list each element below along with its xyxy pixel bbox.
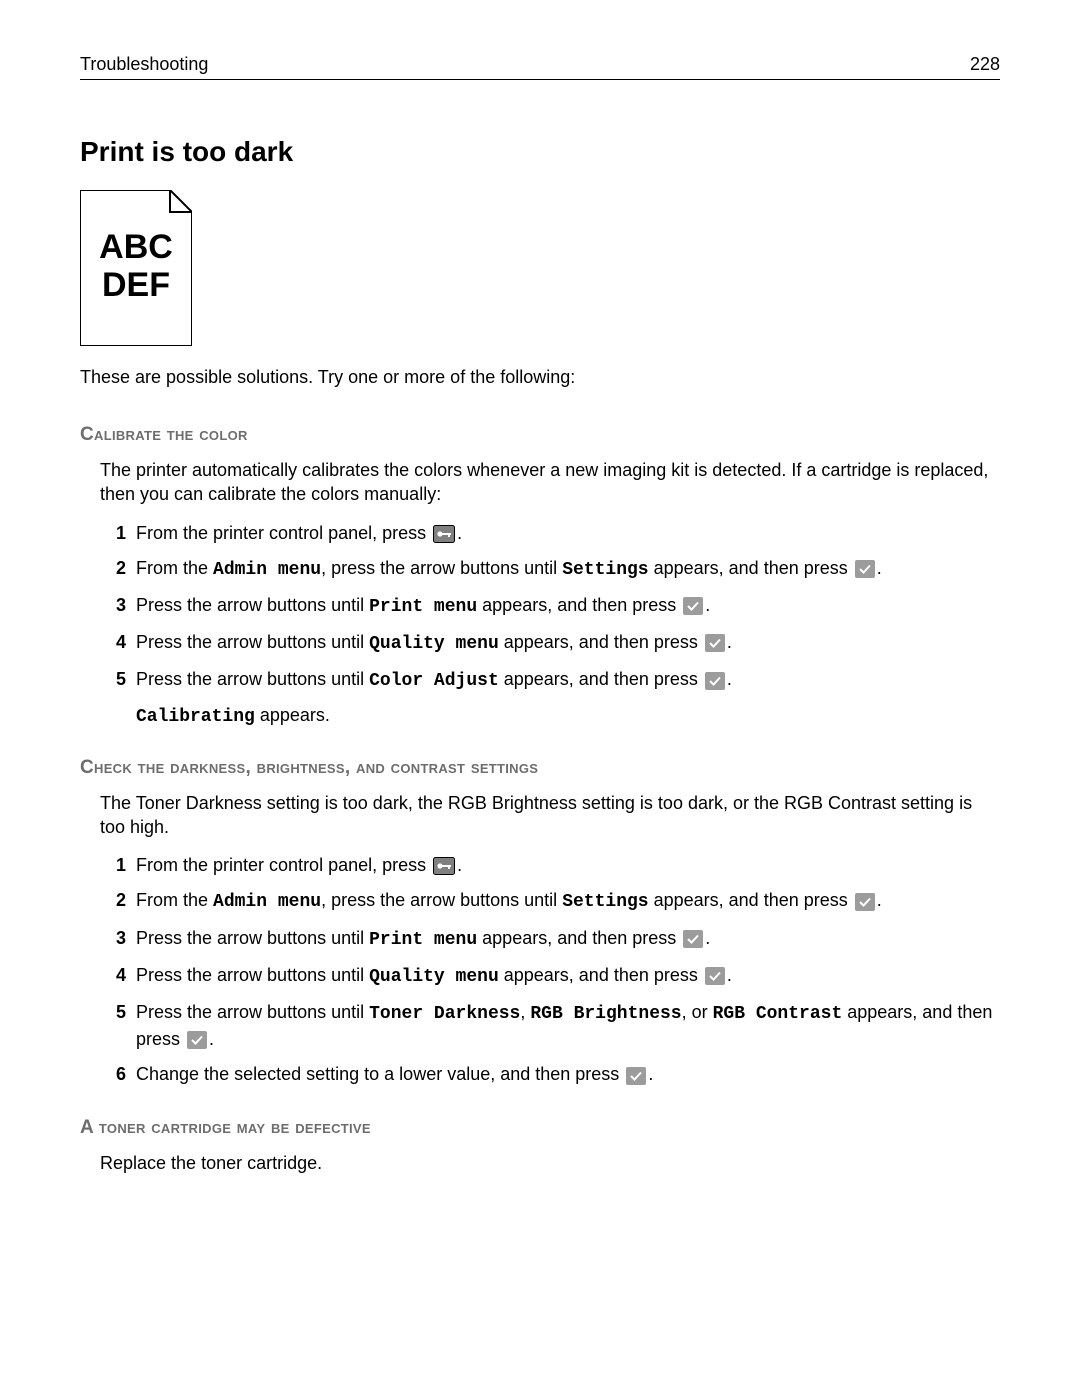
- status-text: Calibrating: [136, 707, 255, 727]
- ok-check-icon: [187, 1031, 207, 1049]
- page-header: Troubleshooting 228: [80, 54, 1000, 80]
- step-text: From the printer control panel, press .: [136, 853, 1000, 878]
- step: 1 From the printer control panel, press …: [100, 521, 1000, 546]
- step-text: Press the arrow buttons until Color Adju…: [136, 667, 1000, 694]
- menu-name: Settings: [562, 892, 648, 912]
- step: 4 Press the arrow buttons until Quality …: [100, 963, 1000, 990]
- ok-check-icon: [626, 1067, 646, 1085]
- step-number: 3: [100, 593, 126, 618]
- step-number: 2: [100, 556, 126, 581]
- ok-check-icon: [683, 597, 703, 615]
- step: 6 Change the selected setting to a lower…: [100, 1062, 1000, 1087]
- key-menu-icon: [433, 857, 455, 875]
- menu-name: Quality menu: [369, 634, 499, 654]
- header-page-number: 228: [970, 54, 1000, 75]
- menu-name: RGB Contrast: [713, 1004, 843, 1024]
- key-menu-icon: [433, 525, 455, 543]
- figure-text-line-2: DEF: [102, 266, 170, 304]
- ok-check-icon: [855, 893, 875, 911]
- section1-lead: The printer automatically calibrates the…: [100, 458, 1000, 507]
- header-section: Troubleshooting: [80, 54, 208, 75]
- step: 2 From the Admin menu, press the arrow b…: [100, 888, 1000, 915]
- step-text: Press the arrow buttons until Print menu…: [136, 593, 1000, 620]
- step-number: 1: [100, 853, 126, 878]
- ok-check-icon: [683, 930, 703, 948]
- step: 5 Press the arrow buttons until Color Ad…: [100, 667, 1000, 694]
- menu-name: Color Adjust: [369, 671, 499, 691]
- menu-name: Print menu: [369, 597, 477, 617]
- section-heading-calibrate: Calibrate the color: [80, 424, 1000, 446]
- step-number: 1: [100, 521, 126, 546]
- step-text: From the Admin menu, press the arrow but…: [136, 556, 1000, 583]
- step-number: 3: [100, 926, 126, 951]
- step-text: From the Admin menu, press the arrow but…: [136, 888, 1000, 915]
- ok-check-icon: [855, 560, 875, 578]
- step: 3 Press the arrow buttons until Print me…: [100, 926, 1000, 953]
- step-text: Press the arrow buttons until Quality me…: [136, 630, 1000, 657]
- step-number: 4: [100, 630, 126, 655]
- ok-check-icon: [705, 967, 725, 985]
- step-text: Change the selected setting to a lower v…: [136, 1062, 1000, 1087]
- document-page: Troubleshooting 228 Print is too dark AB…: [0, 0, 1080, 1250]
- step-text: Press the arrow buttons until Quality me…: [136, 963, 1000, 990]
- menu-name: Admin menu: [213, 560, 321, 580]
- page-title: Print is too dark: [80, 136, 1000, 168]
- step: 4 Press the arrow buttons until Quality …: [100, 630, 1000, 657]
- section-heading-check-settings: Check the darkness, brightness, and cont…: [80, 757, 1000, 779]
- menu-name: RGB Brightness: [530, 1004, 681, 1024]
- section2-steps: 1 From the printer control panel, press …: [100, 853, 1000, 1087]
- menu-name: Print menu: [369, 930, 477, 950]
- step-number: 5: [100, 667, 126, 692]
- step-text: From the printer control panel, press .: [136, 521, 1000, 546]
- section3-body: Replace the toner cartridge.: [100, 1151, 1000, 1175]
- menu-name: Toner Darkness: [369, 1004, 520, 1024]
- menu-name: Admin menu: [213, 892, 321, 912]
- step: 3 Press the arrow buttons until Print me…: [100, 593, 1000, 620]
- step: 2 From the Admin menu, press the arrow b…: [100, 556, 1000, 583]
- step-number: 2: [100, 888, 126, 913]
- menu-name: Quality menu: [369, 967, 499, 987]
- step-number: 5: [100, 1000, 126, 1025]
- ok-check-icon: [705, 634, 725, 652]
- section1-result: Calibrating appears.: [136, 705, 1000, 727]
- step: 1 From the printer control panel, press …: [100, 853, 1000, 878]
- figure-text-line-1: ABC: [99, 228, 173, 266]
- step-text: Press the arrow buttons until Toner Dark…: [136, 1000, 1000, 1052]
- dark-print-sample-figure: ABC DEF: [80, 190, 192, 351]
- step: 5 Press the arrow buttons until Toner Da…: [100, 1000, 1000, 1052]
- step-number: 4: [100, 963, 126, 988]
- intro-text: These are possible solutions. Try one or…: [80, 367, 1000, 388]
- step-text: Press the arrow buttons until Print menu…: [136, 926, 1000, 953]
- menu-name: Settings: [562, 560, 648, 580]
- section1-steps: 1 From the printer control panel, press …: [100, 521, 1000, 695]
- section2-lead: The Toner Darkness setting is too dark, …: [100, 791, 1000, 840]
- ok-check-icon: [705, 672, 725, 690]
- section-heading-defective-cartridge: A toner cartridge may be defective: [80, 1117, 1000, 1139]
- step-number: 6: [100, 1062, 126, 1087]
